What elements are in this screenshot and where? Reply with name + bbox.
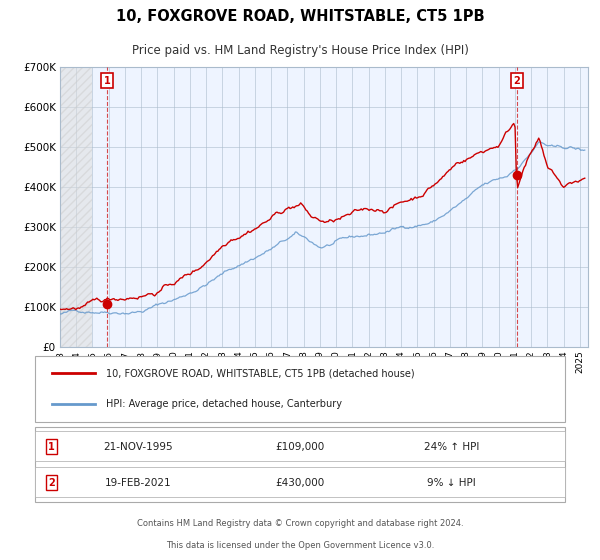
Text: 1: 1: [48, 442, 55, 452]
FancyBboxPatch shape: [35, 431, 565, 461]
Text: 1: 1: [104, 76, 110, 86]
FancyBboxPatch shape: [35, 467, 565, 497]
Text: £430,000: £430,000: [275, 478, 325, 488]
FancyBboxPatch shape: [35, 357, 565, 422]
Text: 10, FOXGROVE ROAD, WHITSTABLE, CT5 1PB (detached house): 10, FOXGROVE ROAD, WHITSTABLE, CT5 1PB (…: [106, 368, 414, 378]
Text: 2: 2: [48, 478, 55, 488]
Text: 2: 2: [514, 76, 520, 86]
Text: This data is licensed under the Open Government Licence v3.0.: This data is licensed under the Open Gov…: [166, 542, 434, 550]
Bar: [60, 67, 92, 347]
FancyBboxPatch shape: [35, 427, 565, 502]
Text: 10, FOXGROVE ROAD, WHITSTABLE, CT5 1PB: 10, FOXGROVE ROAD, WHITSTABLE, CT5 1PB: [116, 10, 484, 24]
Text: 19-FEB-2021: 19-FEB-2021: [104, 478, 172, 488]
Text: Contains HM Land Registry data © Crown copyright and database right 2024.: Contains HM Land Registry data © Crown c…: [137, 519, 463, 528]
Text: 24% ↑ HPI: 24% ↑ HPI: [424, 442, 479, 452]
Text: Price paid vs. HM Land Registry's House Price Index (HPI): Price paid vs. HM Land Registry's House …: [131, 44, 469, 57]
Text: 9% ↓ HPI: 9% ↓ HPI: [427, 478, 476, 488]
Text: £109,000: £109,000: [275, 442, 325, 452]
Text: 21-NOV-1995: 21-NOV-1995: [103, 442, 173, 452]
Text: HPI: Average price, detached house, Canterbury: HPI: Average price, detached house, Cant…: [106, 399, 341, 409]
